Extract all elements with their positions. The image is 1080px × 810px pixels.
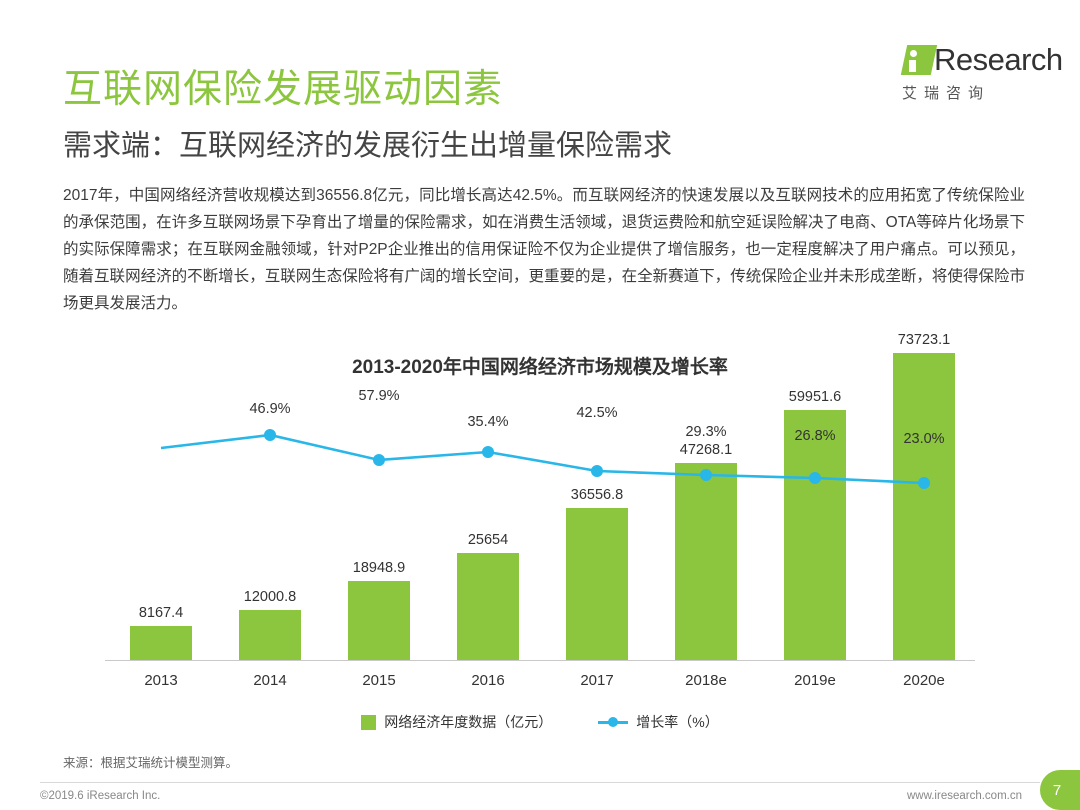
bar-2015	[348, 581, 410, 660]
growth-point-2018e	[700, 469, 712, 481]
source-note: 来源：根据艾瑞统计模型测算。	[63, 756, 239, 770]
category-label-2014: 2014	[253, 672, 287, 689]
body-paragraph: 2017年，中国网络经济营收规模达到36556.8亿元，同比增长高达42.5%。…	[63, 182, 1025, 317]
bar-value-2013: 8167.4	[138, 605, 184, 621]
chart-legend: 网络经济年度数据（亿元） 增长率（%）	[0, 712, 1080, 732]
growth-value-2018e: 29.3%	[685, 424, 727, 440]
chart-plot-area: 8167.4 12000.8 18948.9 25654 36556.8 472…	[105, 332, 975, 705]
bar-value-2017: 36556.8	[570, 487, 624, 503]
legend-label-bar: 网络经济年度数据（亿元）	[384, 714, 553, 730]
bar-value-2014: 12000.8	[243, 589, 297, 605]
logo-text: Research	[934, 42, 1063, 77]
legend-item-bar-series: 网络经济年度数据（亿元）	[361, 712, 552, 732]
legend-line-swatch-icon	[598, 715, 629, 729]
growth-point-2020e	[918, 477, 930, 489]
footer-copyright: ©2019.6 iResearch Inc.	[40, 790, 161, 802]
page-number-badge: 7	[1040, 770, 1080, 810]
paragraph-text: 2017年，中国网络经济营收规模达到36556.8亿元，同比增长高达42.5%。…	[63, 187, 1025, 312]
category-label-2017: 2017	[580, 672, 614, 689]
bar-value-2019e: 59951.6	[788, 389, 842, 405]
page-title: 互联网保险发展驱动因素	[63, 68, 504, 111]
growth-point-2017	[591, 465, 603, 477]
bar-2016	[457, 553, 519, 660]
legend-item-line-series: 增长率（%）	[598, 712, 719, 732]
category-label-2013: 2013	[144, 672, 178, 689]
growth-value-2016: 35.4%	[467, 414, 509, 430]
growth-rate-line-series	[160, 429, 930, 489]
logo-chinese-text: 艾瑞咨询	[902, 85, 991, 102]
bar-2014	[239, 610, 301, 660]
growth-value-2017: 42.5%	[576, 405, 618, 421]
bar-value-2020e: 73723.1	[897, 332, 951, 348]
legend-bar-swatch-icon	[361, 714, 377, 730]
category-label-2019e: 2019e	[794, 672, 836, 689]
growth-point-2014	[264, 429, 276, 441]
iresearch-logo: Research 艾瑞咨询	[882, 42, 1063, 122]
category-label-2016: 2016	[471, 672, 505, 689]
logo-i-dot-icon	[910, 50, 917, 57]
bar-value-2015: 18948.9	[352, 560, 406, 576]
legend-label-line: 增长率（%）	[636, 714, 719, 730]
logo-i-icon	[900, 45, 938, 75]
bar-2018e	[675, 463, 737, 660]
growth-value-2014: 46.9%	[249, 401, 291, 417]
x-axis-line	[105, 660, 975, 661]
chart-title: 2013-2020年中国网络经济市场规模及增长率	[352, 357, 728, 378]
bar-2019e	[784, 410, 846, 660]
category-label-2018e: 2018e	[685, 672, 727, 689]
footer-divider	[40, 782, 1040, 783]
bar-2020e	[893, 353, 955, 660]
bar-2013	[130, 626, 192, 660]
growth-line-path	[160, 433, 925, 485]
logo-i-stem-icon	[909, 60, 916, 72]
growth-value-2019e: 26.8%	[794, 428, 836, 444]
category-label-2015: 2015	[362, 672, 396, 689]
footer-website: www.iresearch.com.cn	[906, 790, 1022, 802]
growth-value-2015: 57.9%	[358, 388, 400, 404]
growth-point-2016	[482, 446, 494, 458]
category-label-2020e: 2020e	[903, 672, 945, 689]
page-subtitle: 需求端：互联网经济的发展衍生出增量保险需求	[63, 130, 673, 162]
bar-value-2018e: 47268.1	[679, 442, 733, 458]
growth-point-2015	[373, 454, 385, 466]
bar-value-2016: 25654	[467, 532, 509, 548]
growth-point-2019e	[809, 472, 821, 484]
growth-value-2020e: 23.0%	[903, 431, 945, 447]
bar-2017	[566, 508, 628, 660]
